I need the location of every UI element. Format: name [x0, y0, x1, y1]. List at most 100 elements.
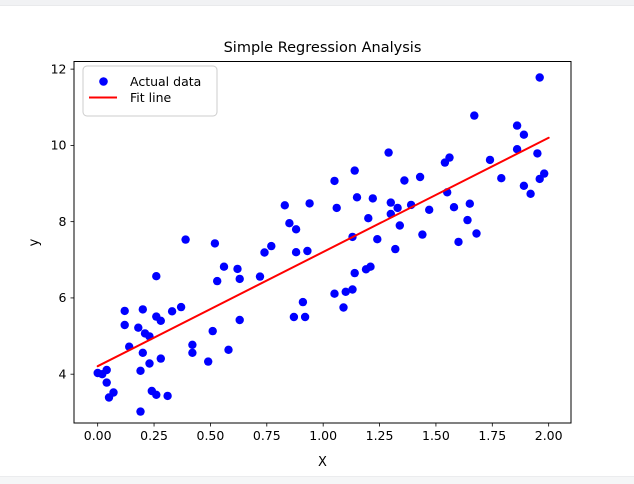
scatter-point: [395, 221, 404, 230]
scatter-point: [235, 315, 244, 325]
scatter-point: [120, 320, 129, 330]
scatter-point: [167, 307, 177, 316]
scatter-point: [152, 272, 161, 281]
scatter-point: [152, 390, 161, 399]
scatter-point: [391, 244, 400, 254]
scatter-point: [145, 359, 154, 368]
scatter-point: [156, 354, 165, 363]
scatter-point: [454, 237, 463, 247]
legend-label-actual-data: Actual data: [130, 74, 201, 89]
scatter-point: [291, 248, 301, 257]
y-tick-label: 12: [51, 61, 67, 76]
scatter-point: [425, 205, 434, 214]
scatter-point: [303, 246, 312, 256]
scatter-point: [285, 219, 294, 228]
scatter-point: [210, 239, 220, 248]
scatter-point: [535, 174, 544, 184]
scatter-point: [400, 176, 409, 185]
scatter-point: [136, 366, 145, 375]
scatter-point: [289, 312, 299, 322]
scatter-point: [102, 365, 111, 375]
scatter-point: [138, 348, 147, 357]
scatter-point: [208, 326, 217, 336]
scatter-point: [350, 268, 359, 278]
scatter-point: [366, 262, 375, 271]
x-tick-label: 1.50: [422, 428, 450, 443]
scatter-point: [291, 225, 301, 234]
scatter-point: [233, 264, 242, 274]
legend-label-fit-line: Fit line: [130, 90, 171, 105]
y-axis-label: y: [27, 238, 42, 246]
scatter-point: [348, 285, 357, 294]
scatter-point: [470, 111, 479, 120]
scatter-point: [176, 302, 186, 312]
scatter-point: [156, 316, 165, 325]
y-tick-label: 8: [59, 214, 67, 229]
legend: Actual data Fit line: [82, 65, 218, 117]
x-tick-label: 0.50: [197, 428, 225, 443]
y-axis-ticks: 4 6 8 10 12: [51, 61, 74, 381]
scatter-point: [102, 378, 111, 387]
x-tick-label: 0.75: [253, 428, 281, 443]
scatter-point: [535, 73, 544, 82]
scatter-point: [136, 407, 145, 416]
scatter-point: [393, 203, 402, 213]
scatter-point: [341, 287, 350, 296]
scatter-point: [330, 176, 339, 186]
scatter-point: [235, 274, 244, 284]
scatter-point: [350, 166, 359, 175]
scatter-point: [219, 262, 229, 271]
legend-marker-actual-data-icon: [99, 77, 108, 86]
scatter-point: [104, 393, 114, 402]
y-tick-label: 6: [59, 290, 67, 305]
scatter-point: [332, 203, 341, 213]
scatter-point: [330, 289, 339, 298]
scatter-point: [533, 149, 542, 158]
scatter-point: [93, 368, 102, 378]
bottom-chrome-strip: [0, 476, 634, 484]
scatter-point: [497, 174, 506, 183]
scatter-point: [188, 348, 197, 357]
scatter-point: [300, 312, 310, 322]
x-tick-label: 2.00: [535, 428, 563, 443]
y-tick-label: 10: [51, 138, 67, 153]
scatter-point: [138, 305, 147, 314]
scatter-point: [463, 215, 472, 225]
scatter-point: [339, 303, 348, 312]
scatter-point: [224, 345, 233, 354]
x-tick-label: 0.25: [140, 428, 168, 443]
scatter-point: [519, 181, 529, 190]
scatter-point: [298, 297, 308, 307]
fit-line: [96, 136, 550, 368]
scatter-point: [280, 201, 289, 210]
scatter-point: [472, 229, 481, 238]
top-chrome-strip: [0, 0, 634, 6]
scatter-point: [512, 121, 522, 130]
scatter-point: [519, 130, 529, 139]
x-axis-ticks: 0.00 0.25 0.50 0.75 1.00 1.25 1.50 1.75 2.00: [84, 423, 563, 443]
scatter-point: [415, 172, 425, 182]
scatter-point: [305, 199, 314, 208]
scatter-point: [134, 323, 143, 332]
scatter-point: [368, 194, 377, 203]
scatter-point: [512, 145, 522, 154]
scatter-point: [526, 189, 535, 198]
scatter-point: [181, 235, 190, 244]
scatter-point: [120, 306, 129, 316]
y-tick-label: 4: [59, 366, 67, 381]
scatter-point: [418, 230, 427, 239]
scatter-point: [373, 235, 382, 244]
x-tick-label: 1.00: [309, 428, 337, 443]
x-tick-label: 1.75: [478, 428, 506, 443]
chart-title: Simple Regression Analysis: [224, 40, 422, 56]
x-axis-label: X: [318, 455, 327, 470]
scatter-point: [449, 203, 459, 212]
scatter-point: [204, 357, 213, 366]
scatter-point: [386, 198, 395, 207]
scatter-point: [213, 276, 222, 286]
scatter-point: [364, 214, 373, 223]
scatter-point: [255, 272, 265, 281]
scatter-points: [93, 73, 549, 416]
